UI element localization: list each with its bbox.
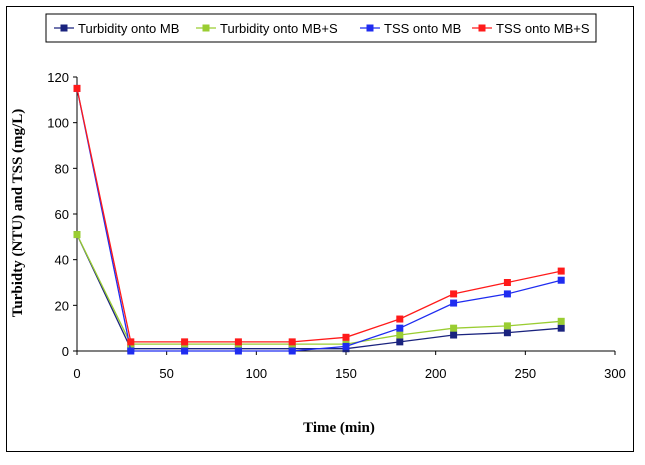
series-line xyxy=(76,234,562,345)
x-tick-label: 0 xyxy=(73,366,80,381)
legend-label: TSS onto MB xyxy=(384,21,461,36)
x-tick-label: 150 xyxy=(335,366,357,381)
data-point xyxy=(396,331,404,339)
y-axis-title: Turbidty (NTU) and TSS (mg/L) xyxy=(10,109,26,317)
chart-frame xyxy=(6,6,634,452)
legend: Turbidity onto MB Turbidity onto MB+S TSS … xyxy=(54,21,590,36)
legend-marker xyxy=(366,24,374,32)
data-point xyxy=(396,315,404,323)
y-tick-label: 40 xyxy=(55,253,69,268)
x-tick-label: 250 xyxy=(514,366,536,381)
y-tick-label: 20 xyxy=(55,298,69,313)
data-point xyxy=(450,324,458,332)
y-tick-label: 60 xyxy=(55,207,69,222)
y-tick-labels: 0 20 40 60 80 100 120 xyxy=(47,70,69,359)
data-point xyxy=(342,333,350,341)
series-line xyxy=(76,88,562,343)
data-point xyxy=(342,342,350,350)
data-point xyxy=(450,331,458,339)
data-point xyxy=(557,324,565,332)
y-tick-label: 100 xyxy=(47,116,69,131)
data-point xyxy=(396,324,404,332)
legend-label: TSS onto MB+S xyxy=(496,21,590,36)
data-point xyxy=(450,290,458,298)
data-point xyxy=(127,347,135,355)
legend-marker xyxy=(60,24,68,32)
data-point xyxy=(234,347,242,355)
x-tick-label: 100 xyxy=(245,366,267,381)
data-point xyxy=(557,276,565,284)
x-tick-labels: 0 50 100 150 200 250 300 xyxy=(73,366,625,381)
legend-label: Turbidity onto MB xyxy=(78,21,179,36)
legend-marker xyxy=(202,24,210,32)
data-point xyxy=(396,338,404,346)
y-tick-label: 0 xyxy=(62,344,69,359)
data-point xyxy=(503,329,511,337)
legend-box xyxy=(45,13,597,43)
data-point xyxy=(73,84,81,92)
data-point xyxy=(557,267,565,275)
y-tick-label: 80 xyxy=(55,161,69,176)
series-line xyxy=(76,88,562,352)
x-tick-label: 300 xyxy=(604,366,626,381)
x-axis-title: Time (min) xyxy=(303,420,375,436)
series-group xyxy=(73,84,565,355)
axes xyxy=(73,76,616,355)
data-point xyxy=(127,338,135,346)
data-point xyxy=(73,231,81,239)
legend-marker xyxy=(478,24,486,32)
series-line xyxy=(76,234,562,350)
x-tick-label: 50 xyxy=(159,366,173,381)
x-tick-label: 200 xyxy=(425,366,447,381)
data-point xyxy=(181,347,189,355)
legend-label: Turbidity onto MB+S xyxy=(220,21,338,36)
data-point xyxy=(288,347,296,355)
y-tick-label: 120 xyxy=(47,70,69,85)
data-point xyxy=(503,279,511,286)
data-point xyxy=(557,317,565,325)
data-point xyxy=(503,322,511,330)
data-point xyxy=(234,338,242,346)
data-point xyxy=(450,299,458,307)
data-point xyxy=(503,290,511,298)
data-point xyxy=(181,338,189,346)
data-point xyxy=(288,338,296,346)
